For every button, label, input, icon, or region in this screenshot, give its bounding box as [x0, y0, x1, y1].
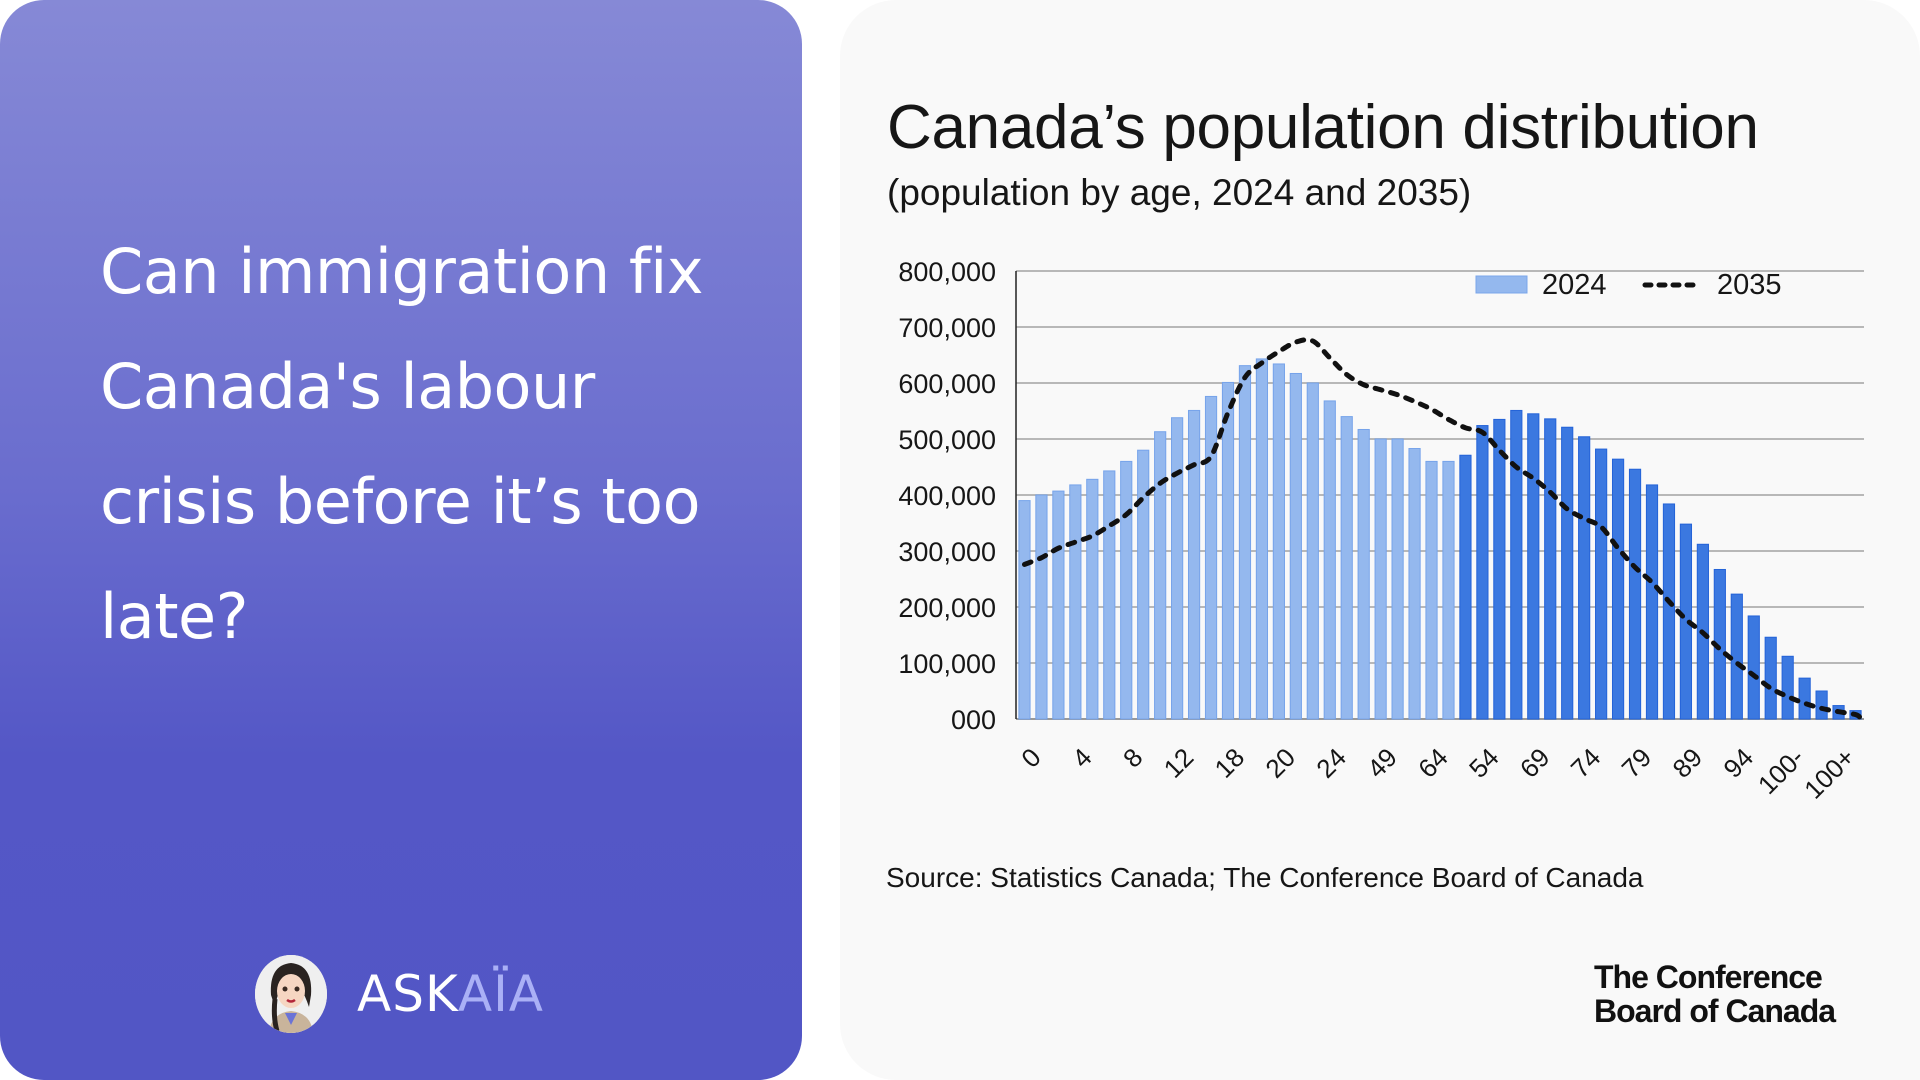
bar-2024 — [1154, 431, 1167, 720]
bar-2024 — [1069, 484, 1082, 720]
bar-2024 — [1595, 448, 1608, 720]
brand-name-main: ASK — [357, 965, 458, 1023]
source-note: Source: Statistics Canada; The Conferenc… — [886, 862, 1644, 893]
bar-2024 — [1425, 460, 1438, 720]
bar-2024 — [1611, 458, 1625, 720]
bar-2024 — [1052, 490, 1065, 720]
bar-2024 — [1018, 500, 1031, 720]
bar-2024 — [1238, 365, 1252, 720]
y-axis-ticks: 800,000 700,000 600,000 500,000 400,000 300,0… — [898, 257, 996, 735]
chart-title: Canada’s population distribution — [887, 93, 1759, 162]
x-tick-label: 54 — [1463, 742, 1505, 784]
bar-2024 — [1764, 636, 1777, 720]
bar-2024 — [1340, 416, 1353, 720]
bar-2024 — [1730, 593, 1743, 720]
x-tick-label: 4 — [1066, 742, 1097, 773]
brand-name: ASKAÏA — [357, 965, 544, 1023]
bar-2024 — [1272, 363, 1285, 720]
x-tick-label: 8 — [1117, 742, 1148, 773]
legend-label-2035: 2035 — [1717, 269, 1782, 301]
x-tick-label: 49 — [1361, 742, 1403, 784]
bar-2024 — [1374, 438, 1387, 720]
x-tick-label: 24 — [1310, 742, 1352, 784]
bar-2024 — [1306, 382, 1319, 720]
bar-2024 — [1221, 381, 1235, 720]
bar-2024 — [1662, 503, 1676, 720]
brand-name-accent: AÏA — [457, 965, 545, 1023]
y-tick-label: 800,000 — [898, 257, 996, 287]
bar-2024 — [1442, 460, 1455, 720]
bar-2024 — [1289, 372, 1302, 720]
y-tick-label: 400,000 — [898, 481, 996, 511]
bar-2024 — [1493, 418, 1506, 720]
bar-2024 — [1561, 426, 1574, 720]
bar-2024 — [1459, 454, 1472, 720]
legend: 2024 2035 — [1475, 269, 1782, 301]
x-tick-label: 20 — [1259, 742, 1301, 784]
headline: Can immigration fix Canada's labour cris… — [100, 235, 704, 653]
x-tick-label: 0 — [1015, 742, 1046, 773]
bar-2024 — [1628, 468, 1642, 720]
bar-2024 — [1103, 470, 1116, 720]
legend-label-2024: 2024 — [1542, 269, 1607, 301]
bar-2024 — [1815, 690, 1828, 720]
x-tick-label: 89 — [1666, 742, 1708, 784]
x-tick-label: 12 — [1158, 742, 1200, 784]
woman-avatar-icon — [255, 955, 327, 1033]
y-tick-label: 200,000 — [898, 593, 996, 623]
line-2035 — [1021, 337, 1863, 720]
bar-2024 — [1544, 418, 1557, 720]
legend-swatch-2024 — [1475, 275, 1528, 294]
bar-2024 — [1747, 615, 1760, 720]
bar-2024 — [1476, 425, 1489, 720]
y-tick-label: 000 — [951, 705, 996, 735]
bar-2024 — [1137, 449, 1150, 720]
bar-2024 — [1323, 400, 1336, 720]
bar-2024 — [1086, 478, 1099, 720]
bar-2024 — [1357, 428, 1370, 720]
left-panel: Can immigration fix Canada's labour cris… — [0, 0, 802, 1080]
bar-2024 — [1645, 484, 1659, 720]
x-tick-label: 18 — [1209, 742, 1251, 784]
bar-2024 — [1255, 358, 1269, 720]
x-tick-label: 100- — [1752, 742, 1810, 800]
bar-2024 — [1120, 460, 1133, 720]
y-tick-label: 300,000 — [898, 537, 996, 567]
x-tick-label: 69 — [1514, 742, 1556, 784]
bar-2024 — [1781, 655, 1794, 720]
bar-2024 — [1204, 395, 1218, 720]
bar-2024 — [1408, 448, 1421, 720]
bar-2024 — [1171, 417, 1184, 720]
bar-2024 — [1578, 436, 1591, 720]
y-tick-label: 600,000 — [898, 369, 996, 399]
bar-2024 — [1510, 409, 1523, 720]
bar-2024 — [1527, 413, 1540, 720]
x-tick-label: 74 — [1565, 742, 1607, 784]
bar-2024 — [1035, 494, 1048, 720]
conference-board-logo: The Conference Board of Canada — [1594, 959, 1836, 1029]
chart-subtitle: (population by age, 2024 and 2035) — [887, 172, 1472, 213]
bar-2024 — [1798, 677, 1811, 720]
askaia-brand: ASKAÏA — [255, 955, 544, 1033]
x-tick-label: 100+ — [1798, 742, 1861, 805]
x-tick-label: 64 — [1412, 742, 1454, 784]
y-tick-label: 700,000 — [898, 313, 996, 343]
y-tick-label: 100,000 — [898, 649, 996, 679]
x-tick-label: 79 — [1616, 742, 1658, 784]
line-2035-path — [1021, 337, 1863, 720]
bar-2024 — [1391, 438, 1404, 720]
logo-line-1: The Conference — [1594, 959, 1823, 995]
logo-line-2: Board of Canada — [1594, 993, 1836, 1029]
y-tick-label: 500,000 — [898, 425, 996, 455]
bar-2024 — [1187, 409, 1201, 720]
